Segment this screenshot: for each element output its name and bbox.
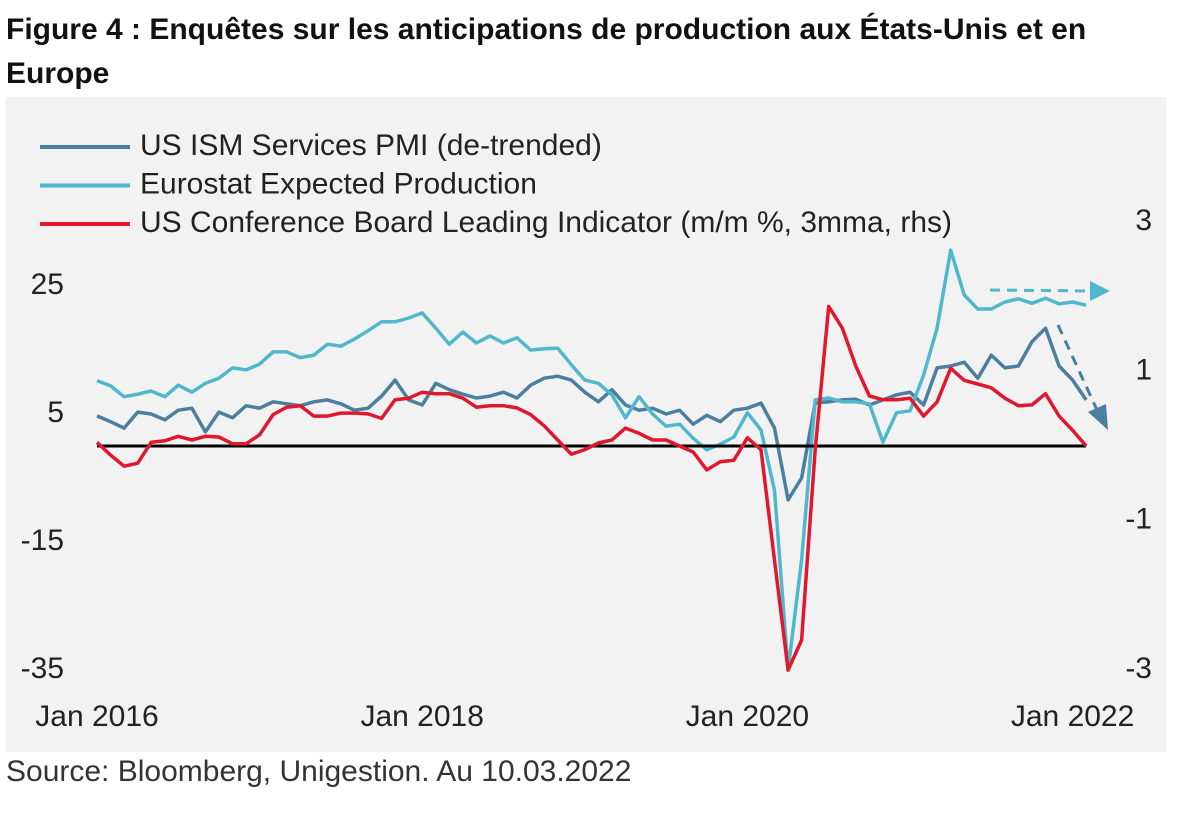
x-tick-label: Jan 2018 bbox=[360, 700, 483, 733]
series-line bbox=[96, 248, 1087, 672]
trend-arrow bbox=[1056, 324, 1099, 411]
x-tick-label: Jan 2016 bbox=[35, 700, 158, 733]
x-tick-label: Jan 2020 bbox=[686, 700, 809, 733]
legend-label: US Conference Board Leading Indicator (m… bbox=[140, 206, 952, 239]
source-note: Source: Bloomberg, Unigestion. Au 10.03.… bbox=[6, 755, 632, 788]
x-tick-label: Jan 2022 bbox=[1011, 700, 1134, 733]
chart: 25 5 -15 -35 3 1 -1 -3 Jan 2016 Jan 2018 Jan 2020 J… bbox=[5, 97, 1166, 752]
series-line bbox=[95, 304, 1088, 672]
y2-tick-label: 1 bbox=[1135, 353, 1152, 386]
y2-tick-label: -1 bbox=[1125, 503, 1152, 536]
legend-label: Eurostat Expected Production bbox=[140, 167, 537, 200]
y-tick-label: 25 bbox=[31, 268, 64, 301]
series-line bbox=[96, 326, 1088, 502]
y2-tick-label: -3 bbox=[1125, 652, 1152, 685]
y-tick-label: -15 bbox=[21, 524, 64, 557]
y-tick-label: 5 bbox=[47, 396, 64, 429]
arrow-head bbox=[1090, 281, 1110, 301]
y-tick-label: -35 bbox=[21, 652, 64, 685]
y2-tick-label: 3 bbox=[1135, 204, 1152, 237]
plot-background bbox=[5, 97, 1166, 752]
arrow-head bbox=[1088, 404, 1108, 430]
legend-label: US ISM Services PMI (de-trended) bbox=[140, 129, 602, 162]
chart-title: Figure 4 : Enquêtes sur les anticipation… bbox=[6, 13, 1087, 90]
